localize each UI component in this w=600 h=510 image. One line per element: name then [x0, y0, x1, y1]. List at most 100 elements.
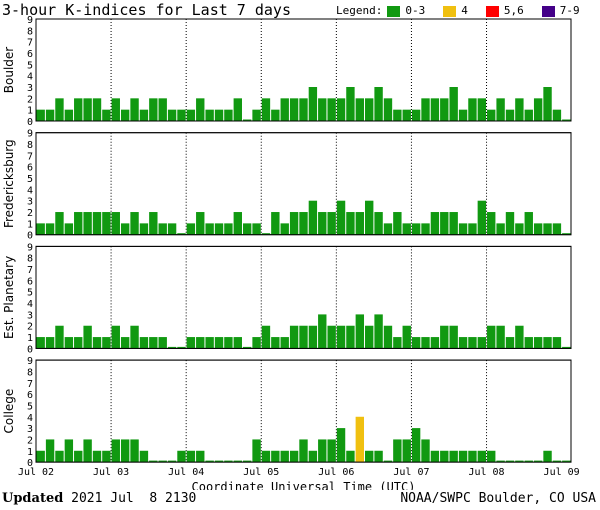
- legend-swatch-quiet: [387, 5, 401, 17]
- y-tick-label: 2: [27, 94, 33, 105]
- k-index-bar: [186, 223, 196, 235]
- k-index-bar: [524, 460, 533, 463]
- k-index-bar: [440, 325, 449, 349]
- k-index-bar: [562, 460, 571, 463]
- k-index-bar: [74, 98, 83, 121]
- x-tick-label: Jul 08: [468, 467, 504, 478]
- k-index-bar: [299, 212, 308, 235]
- k-index-bar: [120, 109, 130, 121]
- k-index-bar: [487, 212, 496, 235]
- k-index-bar: [36, 450, 45, 463]
- k-index-bar: [74, 337, 83, 349]
- k-index-bar: [562, 346, 571, 349]
- y-tick-label: 4: [27, 413, 33, 424]
- legend-swatch-severe: [541, 5, 555, 17]
- k-index-bar: [543, 87, 552, 121]
- y-tick-label: 8: [27, 140, 33, 151]
- k-index-bar: [252, 439, 261, 463]
- k-index-bar: [83, 98, 92, 121]
- k-index-bar: [271, 212, 280, 235]
- k-index-bar: [55, 325, 64, 349]
- k-index-bar: [299, 98, 308, 121]
- k-index-bar: [383, 223, 393, 235]
- k-index-bar: [346, 212, 355, 235]
- plot-border-boulder: [35, 18, 572, 122]
- k-index-bar: [308, 450, 318, 463]
- y-tick-label: 0: [27, 344, 33, 355]
- y-tick-label: 6: [27, 49, 33, 60]
- k-index-bar: [158, 337, 167, 349]
- k-index-bar: [252, 337, 261, 349]
- k-index-bar: [120, 337, 130, 349]
- legend: Legend: 0-3 4 5,6 7-9: [336, 4, 580, 18]
- k-index-bar: [130, 212, 139, 235]
- k-index-bar: [64, 439, 74, 463]
- k-index-bar: [149, 98, 158, 121]
- k-index-bar: [214, 223, 224, 235]
- k-index-bar: [196, 212, 205, 235]
- k-index-bar: [524, 212, 533, 235]
- k-index-bar: [83, 212, 92, 235]
- k-index-bar: [411, 337, 421, 349]
- k-index-bar: [36, 109, 45, 121]
- k-index-bar: [224, 460, 233, 463]
- k-index-bar: [299, 439, 308, 463]
- y-tick-label: 3: [27, 424, 33, 435]
- k-index-bar: [130, 439, 139, 463]
- y-tick-label: 3: [27, 310, 33, 321]
- k-index-bar: [242, 119, 252, 121]
- k-index-bar: [468, 98, 477, 121]
- k-index-bar: [74, 450, 83, 463]
- k-index-bar: [393, 337, 402, 349]
- k-index-bar: [64, 109, 74, 121]
- k-index-bar: [92, 450, 102, 463]
- k-index-bar: [36, 337, 45, 349]
- k-index-bar: [318, 439, 327, 463]
- k-index-bar: [139, 109, 149, 121]
- k-index-bar: [458, 109, 468, 121]
- k-index-bar: [515, 460, 524, 463]
- k-index-bar: [515, 325, 524, 349]
- k-index-bar: [458, 450, 468, 463]
- k-index-bar: [177, 450, 186, 463]
- k-index-bar: [430, 450, 440, 463]
- k-index-bar: [374, 450, 383, 463]
- plot-border-est-planetary: [35, 245, 572, 349]
- k-index-bar: [120, 439, 130, 463]
- k-index-bar: [83, 439, 92, 463]
- k-index-bar: [336, 428, 346, 463]
- k-index-bar: [55, 98, 64, 121]
- y-tick-label: 2: [27, 322, 33, 333]
- k-index-bar: [196, 337, 205, 349]
- k-index-bar: [318, 212, 327, 235]
- k-index-bar: [327, 212, 336, 235]
- k-index-bar: [224, 223, 233, 235]
- plot-border-fredericksburg: [35, 132, 572, 236]
- k-index-bar: [430, 98, 440, 121]
- k-index-bar: [242, 223, 252, 235]
- k-index-bar: [92, 337, 102, 349]
- y-tick-label: 9: [27, 356, 33, 367]
- k-index-bar: [496, 325, 505, 349]
- k-index-bar: [130, 98, 139, 121]
- k-index-bar: [393, 212, 402, 235]
- k-index-bar: [308, 87, 318, 121]
- y-tick-label: 1: [27, 219, 33, 230]
- y-tick-label: 4: [27, 72, 33, 83]
- k-index-bar: [74, 212, 83, 235]
- k-index-bar: [280, 450, 289, 463]
- k-index-bar: [242, 346, 252, 349]
- k-index-bar: [196, 450, 205, 463]
- k-index-bar: [496, 460, 505, 463]
- k-index-bar: [468, 450, 477, 463]
- k-index-bar: [393, 439, 402, 463]
- k-index-bar: [196, 98, 205, 121]
- y-tick-label: 0: [27, 458, 33, 469]
- k-index-bar: [374, 314, 383, 349]
- k-index-bar: [421, 223, 430, 235]
- k-index-bar: [505, 109, 515, 121]
- k-index-bar: [158, 460, 167, 463]
- k-index-bar: [336, 98, 346, 121]
- k-index-bar: [402, 109, 411, 121]
- legend-swatch-active: [443, 5, 457, 17]
